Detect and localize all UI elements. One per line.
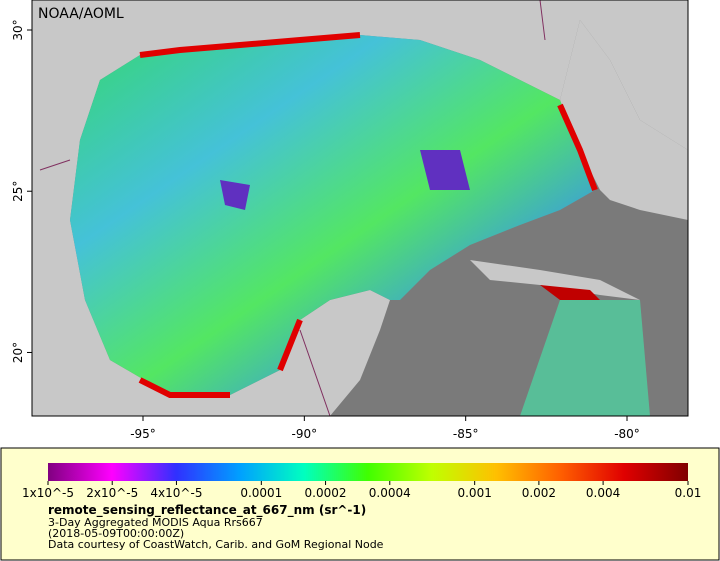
legend-line: 3-Day Aggregated MODIS Aqua Rrs667 (48, 516, 263, 529)
colorbar-tick-label: 0.01 (675, 486, 702, 500)
colorbar-tick-label: 0.0001 (240, 486, 282, 500)
credit: NOAA/AOML (38, 6, 124, 22)
x-tick-label: -90° (292, 427, 318, 441)
y-tick-label: 30° (11, 19, 25, 40)
y-tick-label: 20° (11, 342, 25, 363)
reflectance-field (70, 35, 595, 395)
colorbar-tick-label: 0.001 (457, 486, 491, 500)
caribbean-field (520, 300, 650, 416)
variable-name: remote_sensing_reflectance_at_667_nm (sr… (48, 503, 366, 518)
borders (39, 0, 546, 416)
colorbar-tick-label: 0.004 (586, 486, 620, 500)
map-frame (31, 0, 689, 417)
colorbar-tick-label: 0.0002 (305, 486, 347, 500)
x-tick-label: -80° (614, 427, 640, 441)
colorbar-tick-label: 4x10^-5 (150, 486, 202, 500)
legend-line: Data courtesy of CoastWatch, Carib. and … (48, 538, 384, 551)
colorbar-tick-label: 1x10^-5 (22, 486, 74, 500)
coastal-high-values (138, 32, 598, 398)
x-tick-label: -85° (453, 427, 479, 441)
colorbar (48, 463, 688, 481)
cuba-coast (540, 285, 600, 300)
florida (560, 20, 688, 220)
x-tick-label: -95° (130, 427, 156, 441)
map-panel (32, 0, 688, 416)
cuba (470, 260, 640, 300)
caribbean-gap (400, 300, 520, 416)
legend-line: (2018-05-09T00:00:00Z) (48, 527, 184, 540)
credit-box (34, 2, 122, 24)
y-tick-label: 25° (11, 181, 25, 202)
colorbar-tick-label: 0.002 (522, 486, 556, 500)
colorbar-tick-label: 0.0004 (369, 486, 411, 500)
low-values (220, 150, 470, 210)
colorbar-tick-label: 2x10^-5 (86, 486, 138, 500)
land (32, 0, 688, 416)
